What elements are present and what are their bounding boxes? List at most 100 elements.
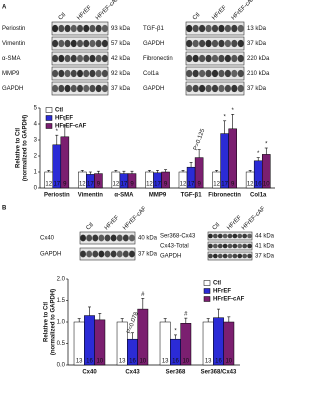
kda-label: 210 kDa [247, 71, 270, 77]
blot-band [222, 243, 228, 249]
blot-band [231, 24, 238, 33]
y-axis-label: (normalized to GAPDH) [51, 289, 57, 355]
blot-label: GAPDH [160, 254, 181, 260]
blot-band [95, 39, 102, 48]
blot-band [92, 234, 99, 242]
blot-band [224, 54, 231, 63]
n-label: 16 [129, 359, 136, 365]
blot-band [95, 69, 102, 78]
annotation: * [232, 108, 235, 114]
blot-label: GAPDH [143, 41, 164, 47]
bar [94, 319, 106, 366]
blot-band [110, 250, 117, 258]
lane-header: Ctl [85, 222, 94, 231]
y-tick-label: 5 [34, 106, 38, 112]
annotation: P=0.125 [193, 128, 207, 152]
blot-band [224, 69, 231, 78]
blot-band [70, 39, 77, 48]
blot-band [52, 54, 59, 63]
x-tick-label: Cx43 [125, 370, 140, 376]
blot-band [70, 69, 77, 78]
legend-swatch [203, 288, 211, 294]
blot-band [86, 234, 93, 242]
n-label: 17 [188, 182, 195, 188]
blot-band [89, 84, 96, 93]
n-label: 17 [154, 182, 161, 188]
blot-band [86, 250, 93, 258]
n-label: 16 [255, 182, 262, 188]
n-label: 16 [172, 359, 179, 365]
blot-band [218, 84, 225, 93]
blot-band [77, 84, 83, 93]
blot-band [208, 233, 213, 239]
blot-band [212, 243, 218, 249]
blot-band [104, 250, 111, 258]
n-label: 12 [146, 182, 153, 188]
n-label: 17 [121, 182, 128, 188]
blot-band [237, 69, 244, 78]
blot-band [199, 69, 206, 78]
lane-header: HFrEF [226, 215, 243, 232]
kda-label: 41 kDa [255, 244, 275, 250]
n-label: 10 [263, 182, 270, 188]
blot-band [227, 253, 233, 259]
y-axis-label: Relative to Ctl [16, 128, 22, 168]
blot-band [212, 233, 218, 239]
legend-label: HFrEF-cAF [213, 297, 245, 303]
y-tick-label: 0.0 [57, 363, 66, 369]
n-label: 12 [180, 182, 187, 188]
x-tick-label: Ser368 [166, 370, 186, 376]
x-tick-label: Fibronectin [208, 193, 241, 199]
lane-header: HFrEF-cAF [231, 0, 257, 22]
bar [223, 321, 235, 366]
bar [94, 173, 103, 189]
y-axis-label: Relative to Ctl [44, 302, 50, 342]
blot-label: Ser368-Cx43 [160, 234, 196, 240]
annotation: * [257, 151, 260, 157]
blot-label: GAPDH [2, 86, 23, 92]
blot-band [192, 54, 199, 63]
n-label: 9 [130, 182, 134, 188]
legend-swatch [45, 115, 53, 121]
blot-band [247, 253, 252, 259]
kda-label: 37 kDa [247, 86, 267, 92]
kda-label: 220 kDa [247, 56, 270, 62]
kda-label: 40 kDa [138, 236, 158, 242]
blot-band [211, 24, 219, 33]
blot-band [205, 69, 212, 78]
blot-band [58, 84, 65, 93]
legend-label: Ctl [213, 281, 221, 287]
blot-label: TGF-β1 [143, 26, 164, 32]
blot-band [101, 84, 108, 93]
n-label: 12 [79, 182, 86, 188]
x-tick-label: α-SMA [114, 193, 134, 199]
blot-band [186, 24, 193, 33]
x-tick-label: TGF-β1 [181, 193, 203, 199]
blot-band [199, 84, 206, 93]
blot-label: α-SMA [2, 56, 20, 62]
blot-band [116, 250, 123, 258]
blot-band [218, 39, 225, 48]
blot-band [192, 24, 199, 33]
annotation: # [184, 312, 188, 318]
blot-band [95, 54, 102, 63]
blot-band [98, 250, 105, 258]
bar [194, 157, 204, 189]
kda-label: 57 kDa [111, 41, 131, 47]
legend-swatch [45, 123, 53, 129]
blot-band [58, 39, 65, 48]
x-tick-label: Ser368/Cx43 [201, 370, 237, 376]
n-label: 13 [162, 359, 169, 365]
blot-label: Fibronectin [143, 56, 173, 62]
blot-band [186, 39, 193, 48]
blot-band [192, 39, 199, 48]
blot-band [98, 234, 105, 242]
blot-band [237, 24, 244, 33]
blot-band [129, 250, 135, 258]
n-label: 9 [97, 182, 101, 188]
blot-band [58, 24, 65, 33]
bar [60, 136, 70, 189]
y-tick-label: 1.5 [57, 298, 66, 304]
lane-header: HFrEF [76, 5, 93, 22]
blot-band [101, 69, 108, 78]
